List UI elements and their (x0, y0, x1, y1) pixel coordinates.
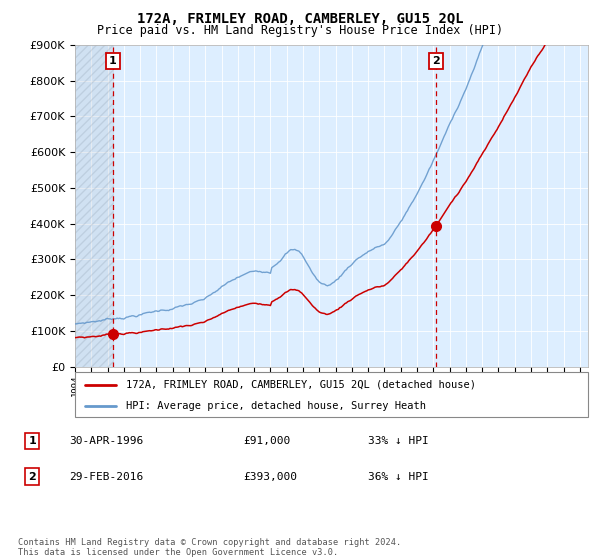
Text: 2: 2 (432, 56, 440, 66)
Text: 1: 1 (28, 436, 36, 446)
Text: Price paid vs. HM Land Registry's House Price Index (HPI): Price paid vs. HM Land Registry's House … (97, 24, 503, 36)
Text: HPI: Average price, detached house, Surrey Heath: HPI: Average price, detached house, Surr… (127, 401, 426, 411)
Text: Contains HM Land Registry data © Crown copyright and database right 2024.
This d: Contains HM Land Registry data © Crown c… (18, 538, 401, 557)
Text: 172A, FRIMLEY ROAD, CAMBERLEY, GU15 2QL: 172A, FRIMLEY ROAD, CAMBERLEY, GU15 2QL (137, 12, 463, 26)
Text: 33% ↓ HPI: 33% ↓ HPI (368, 436, 428, 446)
Text: 29-FEB-2016: 29-FEB-2016 (69, 472, 143, 482)
Text: £91,000: £91,000 (244, 436, 291, 446)
Text: 1: 1 (109, 56, 117, 66)
Bar (75, 45, 113, 367)
FancyBboxPatch shape (75, 372, 588, 417)
Text: £393,000: £393,000 (244, 472, 298, 482)
Text: 2: 2 (28, 472, 36, 482)
Text: 36% ↓ HPI: 36% ↓ HPI (368, 472, 428, 482)
Text: 30-APR-1996: 30-APR-1996 (69, 436, 143, 446)
Text: 172A, FRIMLEY ROAD, CAMBERLEY, GU15 2QL (detached house): 172A, FRIMLEY ROAD, CAMBERLEY, GU15 2QL … (127, 380, 476, 390)
